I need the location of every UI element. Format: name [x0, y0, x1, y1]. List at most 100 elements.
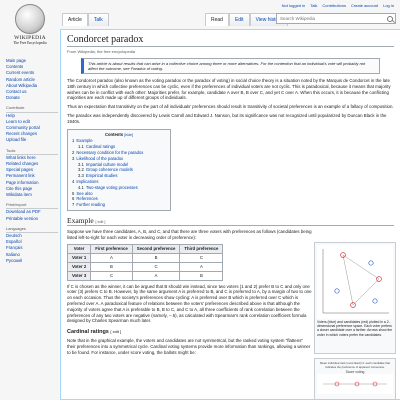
score-voting-figure[interactable]: Mean individual rank (most liked)=1: eac… [314, 358, 396, 400]
candidate-point [334, 381, 340, 387]
edit-section-link-cardinal[interactable]: [ edit ] [110, 330, 122, 335]
contributions-link[interactable]: Contributions [322, 3, 346, 8]
sidebar-item-about[interactable]: About Wikipedia [6, 82, 38, 88]
table-cell: A [90, 252, 133, 263]
toc-hide-link[interactable]: [hide] [124, 132, 134, 137]
toc-item[interactable]: 3.2 Group coherence models [72, 167, 166, 173]
sidebar-item-printable-version[interactable]: Printable version [6, 215, 39, 221]
tab-talk[interactable]: Talk [87, 13, 109, 26]
log-in-link[interactable]: Log in [383, 3, 394, 8]
toc-item-number: 6 [72, 196, 75, 202]
sidebar-item-contact[interactable]: Contact us [6, 89, 27, 95]
preference-space-figure[interactable]: Voters (blue) and candidates (red) plott… [314, 242, 396, 354]
toc-item[interactable]: 6 References [72, 196, 166, 202]
sidebar-item-special-pages[interactable]: Special pages [6, 167, 33, 173]
after-table-paragraph: If C is chosen as the winner, it can be … [67, 283, 312, 324]
toc-item[interactable]: 1.1 Cardinal ratings [72, 144, 166, 150]
top-bar: Not logged in Talk Contributions Create … [0, 0, 400, 30]
section-heading-cardinal: Cardinal ratings [ edit ] [67, 329, 394, 335]
sidebar-item-learn-to-edit[interactable]: Learn to edit [6, 118, 30, 124]
toc-item-link[interactable]: Cardinal ratings [85, 144, 116, 150]
intro-paragraph-1: The Condorcet paradox (also known as the… [67, 78, 391, 101]
toc-hide-toggle[interactable]: [hide] [124, 133, 133, 137]
sidebar-item-donate[interactable]: Donate [6, 95, 20, 101]
toc-list: 1 Example 1.1 Cardinal ratings 2 Necessary co… [72, 138, 166, 208]
table-cell: A [179, 261, 224, 272]
talk-link[interactable]: Talk [310, 3, 318, 8]
sidebar-item-wikidata-item[interactable]: Wikidata item [6, 192, 32, 198]
edit-section-link[interactable]: [ edit ] [95, 219, 106, 224]
toc-item-link[interactable]: Likelihood of the paradox [76, 155, 124, 161]
table-cell: Voter 2 [66, 261, 92, 272]
toc-item[interactable]: 3.1 Impartial culture model [72, 162, 166, 168]
sidebar-item-lang-it[interactable]: Italiano [6, 251, 20, 257]
sidebar-heading-contribute: Contribute [6, 105, 58, 113]
section-title-example: Example [67, 215, 94, 225]
toc-item[interactable]: 4.1 Two-stage voting processes [72, 185, 166, 191]
toc-item-number: 4.1 [78, 184, 84, 190]
tab-edit[interactable]: Edit [228, 13, 250, 26]
preference-space-diagram [317, 245, 393, 319]
toc-item-number: 3.1 [78, 161, 84, 167]
table-of-contents: Contents [hide] 1 Example 1.1 Cardinal rati… [67, 128, 171, 211]
create-account-link[interactable]: Create account [350, 3, 379, 8]
toc-item[interactable]: 3 Likelihood of the paradox [72, 156, 166, 162]
sidebar-item-permanent-link[interactable]: Permanent link [6, 173, 35, 179]
figure-subcaption: Mean individual rank (most liked)=1: eac… [319, 361, 391, 369]
sidebar-item-main-page[interactable]: Main page [6, 58, 27, 63]
sidebar-item-cite-this-page[interactable]: Cite this page [6, 185, 33, 191]
toc-item-link[interactable]: Empirical studies [85, 173, 118, 179]
sidebar-item-download-pdf[interactable]: Download as PDF [6, 209, 41, 215]
toc-item-link[interactable]: References [76, 196, 98, 202]
candidate-point [354, 381, 360, 387]
toc-item[interactable]: 4 Implications [72, 179, 166, 185]
sidebar-item-contents[interactable]: Contents [6, 64, 24, 70]
site-logo[interactable]: WIKIPEDIA The Free Encyclopedia [6, 4, 54, 52]
toc-item-link[interactable]: Group coherence models [85, 167, 133, 173]
voter-point [372, 298, 378, 304]
toc-item-link[interactable]: See also [76, 190, 93, 196]
table-header-row: Voter First preference Second preference Th… [66, 243, 224, 254]
sidebar-item-upload-file[interactable]: Upload file [6, 137, 27, 143]
sidebar-item-lang-es[interactable]: Español [6, 239, 22, 245]
toc-item[interactable]: 5 See also [72, 191, 166, 197]
sidebar-item-lang-de[interactable]: Deutsch [6, 233, 22, 239]
table-cell: B [179, 270, 224, 281]
sidebar-item-recent-changes[interactable]: Recent changes [6, 131, 38, 137]
toc-item[interactable]: 2 Necessary condition for the paradox [72, 150, 166, 156]
tab-read[interactable]: Read [205, 13, 229, 26]
voter-point [334, 288, 340, 294]
search-icon[interactable] [387, 16, 393, 22]
sidebar-item-lang-fr[interactable]: Français [6, 245, 23, 251]
sidebar-item-random-article[interactable]: Random article [6, 76, 35, 82]
sidebar-item-related-changes[interactable]: Related changes [6, 161, 39, 167]
search-placeholder: Search Wikipedia [280, 16, 316, 21]
section-heading-example: Example [ edit ] [67, 216, 394, 226]
toc-item[interactable]: 7 Further reading [72, 202, 166, 208]
toc-item[interactable]: 1 Example [72, 138, 166, 144]
toc-item-number: 4 [72, 178, 75, 184]
candidate-point [350, 302, 356, 308]
table-cell: C [90, 270, 133, 281]
sidebar-item-current-events[interactable]: Current events [6, 70, 35, 76]
figure-title: Score voting [345, 370, 365, 374]
toc-item-link[interactable]: Further reading [76, 202, 105, 208]
sidebar-item-help[interactable]: Help [6, 112, 15, 118]
sidebar-item-what-links-here[interactable]: What links here [6, 154, 36, 160]
tab-article[interactable]: Article [62, 13, 88, 26]
sidebar: Main page Contents Current events Random… [6, 58, 58, 264]
sidebar-item-community-portal[interactable]: Community portal [6, 125, 40, 131]
toc-item-link[interactable]: Necessary condition for the paradox [76, 149, 144, 155]
toc-item[interactable]: 3.3 Empirical studies [72, 173, 166, 179]
sidebar-item-lang-ru[interactable]: Русский [6, 257, 22, 263]
hatnote: This article is about results that can a… [81, 58, 380, 74]
sidebar-item-page-information[interactable]: Page information [6, 179, 39, 185]
toc-item-link[interactable]: Impartial culture model [85, 161, 129, 167]
search-input[interactable]: Search Wikipedia [276, 13, 396, 24]
toc-item-number: 3.3 [78, 173, 84, 179]
toc-item-link[interactable]: Implications [76, 178, 99, 184]
toc-item-link[interactable]: Two-stage voting processes [85, 184, 138, 190]
toc-item-number: 1.1 [78, 144, 84, 150]
toc-item-link[interactable]: Example [76, 138, 93, 144]
